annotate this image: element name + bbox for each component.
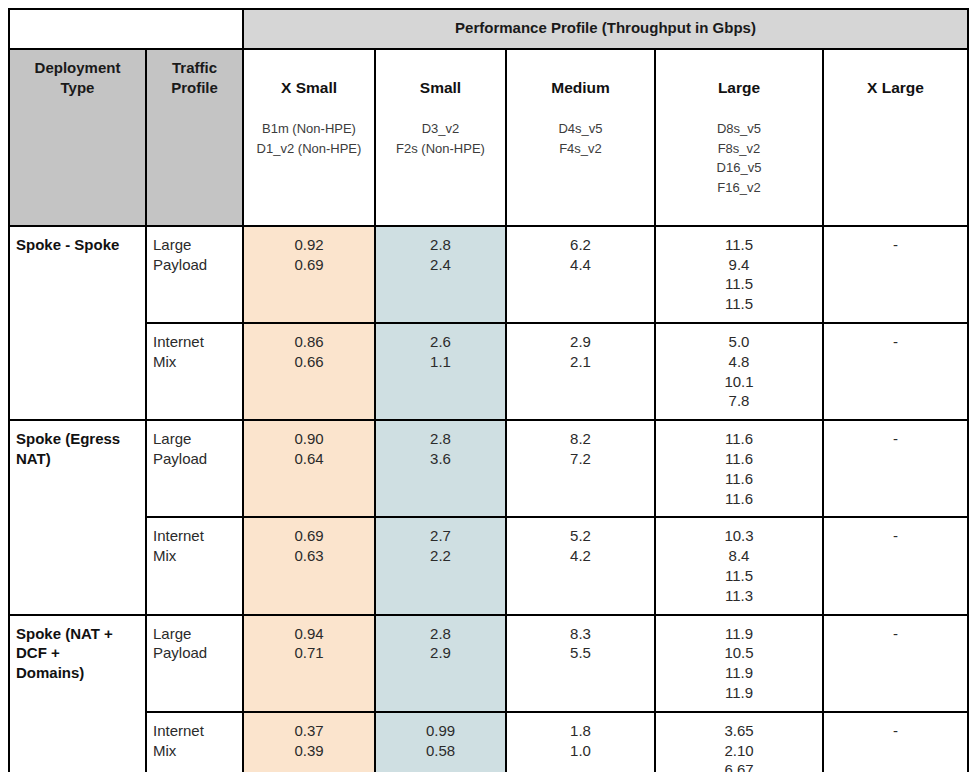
table-row: Spoke (NAT + DCF + Domains) Large Payloa… [9,615,968,712]
header-row: Deployment Type Traffic Profile X Small … [9,49,968,226]
table-row: Spoke (Egress NAT) Large Payload 0.90 0.… [9,420,968,517]
value-cell: 2.8 3.6 [375,420,506,517]
header-large: Large D8s_v5 F8s_v2 D16_v5 F16_v2 [655,49,823,226]
header-small: Small D3_v2 F2s (Non-HPE) [375,49,506,226]
value-cell: 5.0 4.8 10.1 7.8 [655,323,823,420]
table-row: Spoke - Spoke Large Payload 0.92 0.69 2.… [9,226,968,323]
value-cell: 2.8 2.9 [375,615,506,712]
value-cell: 1.8 1.0 [506,712,655,772]
value-cell: 0.99 0.58 [375,712,506,772]
value-cell: 10.3 8.4 11.5 11.3 [655,517,823,614]
value-cell: - [823,420,968,517]
deployment-cell-spoke-spoke: Spoke - Spoke [9,226,146,420]
value-cell: 0.92 0.69 [243,226,375,323]
value-cell: - [823,323,968,420]
value-cell: 11.6 11.6 11.6 11.6 [655,420,823,517]
corner-spacer [9,9,243,49]
value-cell: 0.94 0.71 [243,615,375,712]
table-row: Internet Mix 0.37 0.39 0.99 0.58 1.8 1.0… [9,712,968,772]
header-large-instances: D8s_v5 F8s_v2 D16_v5 F16_v2 [662,119,816,197]
header-x-small-label: X Small [250,78,368,98]
profile-cell: Large Payload [146,226,243,323]
value-cell: - [823,517,968,614]
value-cell: 5.2 4.2 [506,517,655,614]
value-cell: 2.7 2.2 [375,517,506,614]
header-x-small: X Small B1m (Non-HPE) D1_v2 (Non-HPE) [243,49,375,226]
value-cell: - [823,712,968,772]
header-medium: Medium D4s_v5 F4s_v2 [506,49,655,226]
header-deployment-type: Deployment Type [9,49,146,226]
header-small-instances: D3_v2 F2s (Non-HPE) [382,119,499,158]
value-cell: 0.90 0.64 [243,420,375,517]
value-cell: 2.8 2.4 [375,226,506,323]
value-cell: 11.9 10.5 11.9 11.9 [655,615,823,712]
header-large-label: Large [662,78,816,98]
profile-cell: Internet Mix [146,712,243,772]
value-cell: 8.2 7.2 [506,420,655,517]
profile-cell: Large Payload [146,420,243,517]
value-cell: 0.37 0.39 [243,712,375,772]
table-banner-title: Performance Profile (Throughput in Gbps) [243,9,968,49]
header-x-large: X Large [823,49,968,226]
value-cell: 2.6 1.1 [375,323,506,420]
value-cell: 6.2 4.4 [506,226,655,323]
deployment-cell-spoke-nat-dcf-domains: Spoke (NAT + DCF + Domains) [9,615,146,772]
header-medium-label: Medium [513,78,648,98]
value-cell: 0.86 0.66 [243,323,375,420]
performance-table: Performance Profile (Throughput in Gbps)… [8,8,969,772]
header-x-small-instances: B1m (Non-HPE) D1_v2 (Non-HPE) [250,119,368,158]
header-medium-instances: D4s_v5 F4s_v2 [513,119,648,158]
header-traffic-profile: Traffic Profile [146,49,243,226]
header-small-label: Small [382,78,499,98]
table-row: Internet Mix 0.69 0.63 2.7 2.2 5.2 4.2 1… [9,517,968,614]
profile-cell: Internet Mix [146,517,243,614]
profile-cell: Large Payload [146,615,243,712]
value-cell: 2.9 2.1 [506,323,655,420]
deployment-cell-spoke-egress-nat: Spoke (Egress NAT) [9,420,146,614]
value-cell: - [823,226,968,323]
value-cell: 8.3 5.5 [506,615,655,712]
profile-cell: Internet Mix [146,323,243,420]
banner-row: Performance Profile (Throughput in Gbps) [9,9,968,49]
header-x-large-label: X Large [830,78,961,98]
value-cell: - [823,615,968,712]
value-cell: 3.65 2.10 6.67 3.97 [655,712,823,772]
value-cell: 11.5 9.4 11.5 11.5 [655,226,823,323]
table-row: Internet Mix 0.86 0.66 2.6 1.1 2.9 2.1 5… [9,323,968,420]
value-cell: 0.69 0.63 [243,517,375,614]
